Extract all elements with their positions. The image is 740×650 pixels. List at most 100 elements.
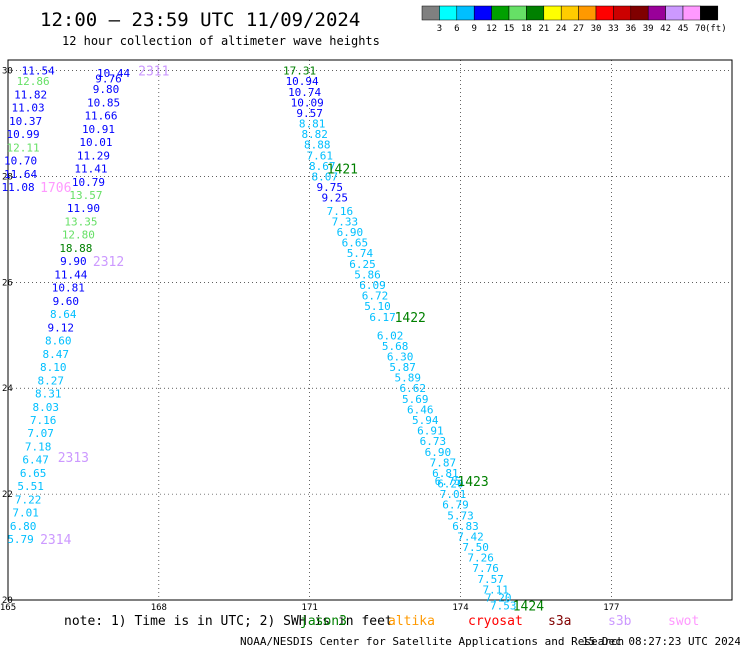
color-scale-label: 24 <box>556 24 567 34</box>
footer-timestamp: 15 Dec 08:27:23 UTC 2024 <box>582 635 740 648</box>
wave-height-label: 9.12 <box>48 321 75 334</box>
pass-number-label: 2312 <box>93 255 124 270</box>
color-swatch <box>613 5 632 21</box>
wave-height-label: 11.08 <box>1 181 34 194</box>
wave-height-label: 8.07 <box>312 170 339 183</box>
wave-height-label: 7.07 <box>27 427 54 440</box>
mission-legend-entry: altika <box>388 614 435 629</box>
wave-height-label: 8.31 <box>35 388 62 401</box>
wave-height-label: 6.47 <box>22 454 49 467</box>
wave-height-label: 7.33 <box>332 215 359 228</box>
wave-height-label: 7.61 <box>306 149 333 162</box>
wave-height-label: 6.65 <box>20 467 47 480</box>
y-tick-label: 22 <box>2 490 13 500</box>
wave-height-label: 9.60 <box>53 295 80 308</box>
pass-number-label: 2314 <box>40 533 71 548</box>
color-scale-label: 39 <box>643 24 654 34</box>
mission-legend-entry: swot <box>668 614 699 629</box>
wave-height-label: 6.75 <box>435 475 462 488</box>
color-scale-label: 21 <box>538 24 549 34</box>
wave-height-label: 6.09 <box>359 279 386 292</box>
wave-height-label: 6.90 <box>337 226 364 239</box>
wave-height-label: 6.80 <box>10 520 37 533</box>
wave-height-label: 5.10 <box>364 300 391 313</box>
color-swatch <box>665 5 684 21</box>
wave-height-label: 12.80 <box>62 229 95 242</box>
color-swatch <box>456 5 475 21</box>
color-scale-label: 9 <box>471 24 476 34</box>
color-scale-label: 45 <box>678 24 689 34</box>
wave-height-label: 6.90 <box>425 446 452 459</box>
color-swatch <box>491 5 510 21</box>
grid-lines <box>8 60 732 600</box>
wave-height-label: 11.03 <box>12 102 45 115</box>
wave-height-label: 7.53 <box>490 599 517 612</box>
wave-height-label: 10.91 <box>82 123 115 136</box>
wave-height-label: 11.41 <box>74 163 107 176</box>
wave-height-label: 7.22 <box>15 493 42 506</box>
y-tick-label: 28 <box>2 172 13 182</box>
color-scale-label: 36 <box>625 24 636 34</box>
wave-height-label: 8.60 <box>45 335 72 348</box>
wave-height-label: 11.54 <box>22 65 55 78</box>
color-scale-label: 33 <box>608 24 619 34</box>
color-scale-label: 70 <box>695 24 706 34</box>
wave-height-label: 11.64 <box>4 168 37 181</box>
x-tick-label: 171 <box>302 603 318 613</box>
wave-height-label: 10.70 <box>4 155 37 168</box>
color-swatch <box>439 5 458 21</box>
color-scale-unit: (ft) <box>705 24 727 34</box>
color-scale-label: 42 <box>660 24 671 34</box>
mission-legend-entry: s3b <box>608 614 632 629</box>
wave-height-label: 7.42 <box>457 530 484 543</box>
color-swatch <box>682 5 701 21</box>
y-tick-label: 30 <box>2 67 13 77</box>
y-tick-label: 24 <box>2 384 13 394</box>
wave-height-label: 10.44 <box>97 67 130 80</box>
color-scale-label: 27 <box>573 24 584 34</box>
x-tick-label: 177 <box>603 603 619 613</box>
wave-height-label: 10.81 <box>52 282 85 295</box>
wave-height-label: 7.57 <box>477 573 504 586</box>
footer-credit: NOAA/NESDIS Center for Satellite Applica… <box>240 635 624 648</box>
wave-height-label: 8.81 <box>299 118 326 131</box>
wave-height-label: 7.50 <box>462 541 489 554</box>
wave-height-label: 5.86 <box>354 268 381 281</box>
footer-note: note: 1) Time is in UTC; 2) SWH is in fe… <box>64 614 393 629</box>
mission-legend-entry: jason3 <box>300 614 347 629</box>
wave-height-label: 6.02 <box>377 329 404 342</box>
wave-height-label: 8.67 <box>309 160 336 173</box>
color-swatch <box>700 5 719 21</box>
wave-height-label: 6.73 <box>420 435 447 448</box>
wave-height-label: 12.11 <box>7 141 40 154</box>
wave-height-label: 10.01 <box>79 136 112 149</box>
color-scale-label: 6 <box>454 24 459 34</box>
color-swatch <box>630 5 649 21</box>
wave-height-label: 8.03 <box>32 401 59 414</box>
wave-height-label: 6.25 <box>349 258 376 271</box>
color-scale-label: 12 <box>486 24 497 34</box>
axis-ticks: 165 168 171 174 177 20 22 24 26 28 30 <box>0 67 619 613</box>
wave-height-label: 6.79 <box>442 499 469 512</box>
wave-height-label: 7.11 <box>482 583 509 596</box>
wave-height-values: 11.5412.8611.8211.0310.3710.9912.1110.70… <box>1 65 516 613</box>
wave-height-label: 7.18 <box>25 440 52 453</box>
wave-height-label: 9.76 <box>95 73 122 86</box>
wave-height-label: 10.37 <box>9 115 42 128</box>
wave-height-label: 5.73 <box>447 509 474 522</box>
y-tick-label: 20 <box>2 596 13 606</box>
wave-height-label: 7.87 <box>430 456 457 469</box>
wave-height-label: 7.01 <box>12 507 39 520</box>
chart-title: 12:00 — 23:59 UTC 11/09/2024 <box>40 9 360 31</box>
wave-height-label: 6.72 <box>362 290 389 303</box>
color-scale-label: 15 <box>504 24 515 34</box>
wave-height-label: 5.51 <box>17 480 44 493</box>
pass-number-label: 1421 <box>327 163 358 178</box>
wave-height-label: 5.89 <box>394 372 421 385</box>
wave-height-label: 9.25 <box>322 192 349 205</box>
x-tick-label: 174 <box>452 603 468 613</box>
wave-height-label: 10.94 <box>286 75 319 88</box>
wave-height-label: 7.20 <box>485 591 512 604</box>
wave-height-label: 5.69 <box>402 393 429 406</box>
